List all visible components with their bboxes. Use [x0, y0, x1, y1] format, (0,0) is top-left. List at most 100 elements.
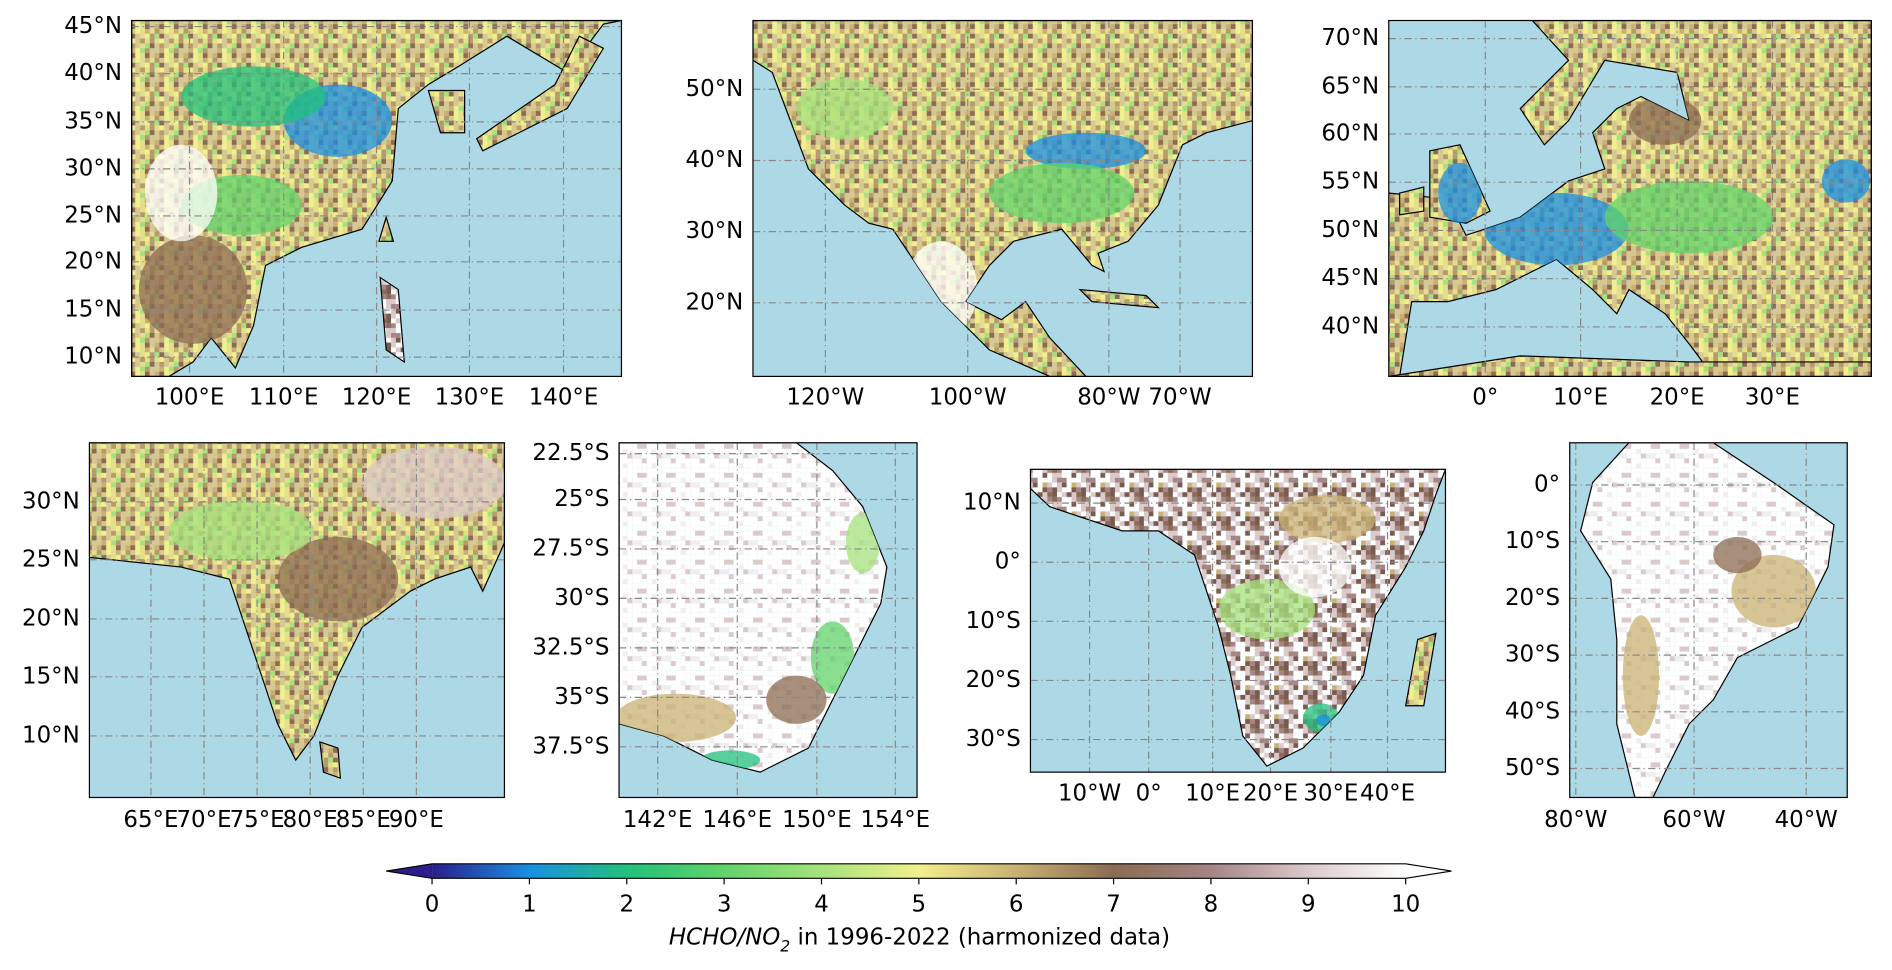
lon-label: 20°E [1243, 780, 1298, 806]
lon-label: 20°E [1650, 385, 1705, 411]
colorbar-tick-label: 4 [814, 891, 829, 917]
region [1821, 159, 1871, 203]
map-content [131, 20, 622, 377]
region [1731, 554, 1816, 628]
lon-label: 10°E [1185, 780, 1240, 806]
lon-label: 30°E [1745, 385, 1800, 411]
map-frame [88, 442, 506, 799]
map-frame [131, 19, 623, 378]
lon-label: 142°E [623, 807, 693, 833]
lat-label: 32.5°S [532, 634, 609, 660]
lat-label: 37.5°S [532, 733, 609, 759]
colorbar-tick-label: 7 [1106, 891, 1121, 917]
colorbar: 0 1 2 3 4 5 6 7 8 9 10 [386, 863, 1452, 917]
region [810, 621, 855, 694]
regions [619, 512, 880, 770]
colorbar-label: HCHO/NO2 in 1996-2022 (harmonized data) [669, 924, 1170, 956]
region [619, 693, 737, 742]
region [181, 66, 326, 127]
lat-label: 35°N [64, 108, 122, 134]
colorbar-tick-label: 1 [522, 891, 537, 917]
lat-label: 22.5°S [532, 440, 609, 466]
label-subscript: 2 [780, 936, 790, 955]
region [144, 144, 218, 242]
lon-label: 0° [1472, 385, 1498, 411]
lat-label: 70°N [1321, 25, 1379, 51]
lon-label: 40°W [1775, 807, 1838, 833]
lat-label: 30°S [554, 585, 609, 611]
lon-label: 100°W [929, 385, 1007, 411]
lon-label: 85°E [336, 807, 391, 833]
lon-label: 90°E [389, 807, 444, 833]
lat-label: 40°N [686, 147, 744, 173]
lat-label: 30°S [1505, 642, 1560, 668]
map-panel: 70°N 65°N 60°N 55°N 50°N 45°N 40°N 0° 10°E 20°E 30… [1321, 19, 1872, 411]
lat-label: 20°S [1505, 585, 1560, 611]
lon-label: 65°E [123, 807, 178, 833]
land [427, 89, 466, 134]
lat-label: 20°N [64, 248, 122, 274]
lat-label: 50°N [1321, 217, 1379, 243]
lon-label: 150°E [782, 807, 852, 833]
lat-label: 10°N [64, 344, 122, 370]
lon-label: 146°E [702, 807, 772, 833]
lat-label: 40°S [1505, 698, 1560, 724]
lat-label: 25°N [22, 546, 80, 572]
lat-label: 50°S [1505, 755, 1560, 781]
map-panels: 45°N 40°N 35°N 30°N 25°N 20°N 15°N 10°N 100°E 110… [22, 13, 1872, 833]
lat-label: 25°N [64, 202, 122, 228]
lat-label: 20°N [22, 605, 80, 631]
region [277, 536, 399, 622]
regions [1622, 536, 1816, 736]
region [989, 162, 1135, 224]
map-content [619, 442, 918, 798]
lat-label: 10°N [963, 490, 1021, 516]
regions [169, 446, 505, 622]
lat-label: 20°N [686, 289, 744, 315]
lon-label: 0° [1136, 780, 1162, 806]
land [378, 215, 395, 242]
map-panel: 45°N 40°N 35°N 30°N 25°N 20°N 15°N 10°N 100°E 110… [64, 13, 623, 411]
label-text: in 1996-2022 (harmonized data) [790, 924, 1170, 950]
lon-label: 10°E [1553, 385, 1608, 411]
lat-label: 55°N [1321, 169, 1379, 195]
lat-label: 30°N [686, 218, 744, 244]
map-content [1030, 469, 1446, 773]
colorbar-tick-label: 6 [1009, 891, 1024, 917]
map-panel: 22.5°S 25°S 27.5°S 30°S 32.5°S 35°S 37.5°S 142°… [532, 440, 930, 833]
lat-label: 0° [1534, 472, 1560, 498]
region [1278, 536, 1352, 598]
lon-label: 130°E [435, 385, 505, 411]
colorbar-tick-label: 0 [425, 891, 440, 917]
lat-label: 30°S [966, 726, 1021, 752]
region [845, 512, 880, 574]
lat-label: 0° [995, 549, 1021, 575]
lon-label: 30°E [1303, 780, 1358, 806]
land [319, 741, 342, 780]
region [169, 500, 314, 562]
colorbar-tick-label: 5 [912, 891, 927, 917]
region [796, 78, 893, 139]
lon-label: 80°E [283, 807, 338, 833]
region [1218, 579, 1316, 640]
lat-label: 27.5°S [532, 535, 609, 561]
lon-label: 80°W [1077, 385, 1140, 411]
lat-label: 40°N [64, 60, 122, 86]
region [1316, 714, 1331, 727]
lat-label: 60°N [1321, 120, 1379, 146]
regions [1218, 494, 1376, 733]
map-frame [752, 19, 1254, 378]
lon-label: 110°E [249, 385, 319, 411]
region [1604, 180, 1774, 254]
colorbar-tick-label: 3 [717, 891, 732, 917]
lon-label: 70°E [176, 807, 231, 833]
lon-label: 75°E [230, 807, 285, 833]
lat-label: 35°S [554, 684, 609, 710]
map-frame [1388, 19, 1872, 378]
lon-label: 80°W [1544, 807, 1607, 833]
colorbar-tick-label: 2 [619, 891, 634, 917]
lon-label: 120°E [342, 385, 412, 411]
map-panel: 30°N 25°N 20°N 15°N 10°N 65°E70°E75°E80°E85°E… [22, 442, 506, 833]
